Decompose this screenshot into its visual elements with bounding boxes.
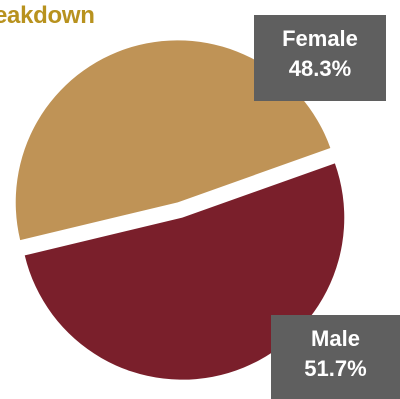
data-label-female: Female 48.3% [254, 15, 386, 101]
pie-slice-male [24, 163, 345, 380]
pie-slice-female [15, 40, 331, 241]
label-female-category: Female [282, 26, 358, 51]
data-label-male: Male 51.7% [271, 315, 400, 399]
chart-title: eakdown [0, 2, 95, 29]
label-male-category: Male [311, 326, 360, 351]
label-male-percent: 51.7% [304, 356, 367, 381]
label-female-percent: 48.3% [288, 56, 352, 81]
